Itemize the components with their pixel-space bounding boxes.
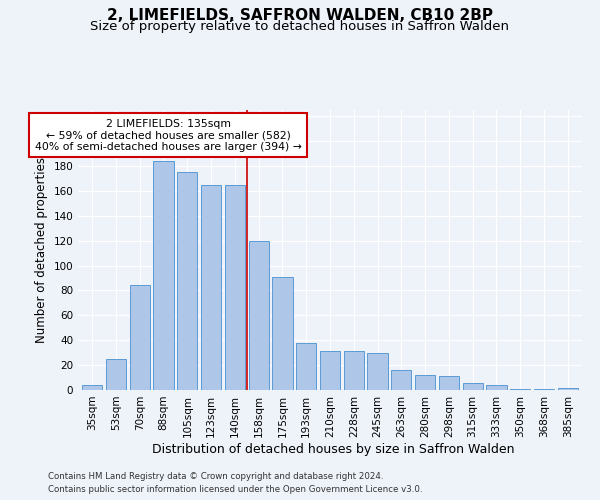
Bar — [344, 352, 364, 390]
Bar — [439, 376, 459, 390]
Text: 2, LIMEFIELDS, SAFFRON WALDEN, CB10 2BP: 2, LIMEFIELDS, SAFFRON WALDEN, CB10 2BP — [107, 8, 493, 22]
Bar — [82, 385, 103, 390]
Bar — [248, 240, 269, 390]
Bar — [367, 352, 388, 390]
Bar — [272, 277, 293, 390]
Y-axis label: Number of detached properties: Number of detached properties — [35, 157, 48, 343]
Bar — [534, 389, 554, 390]
Text: Size of property relative to detached houses in Saffron Walden: Size of property relative to detached ho… — [91, 20, 509, 33]
Bar — [557, 388, 578, 390]
Text: 2 LIMEFIELDS: 135sqm
← 59% of detached houses are smaller (582)
40% of semi-deta: 2 LIMEFIELDS: 135sqm ← 59% of detached h… — [35, 118, 302, 152]
Bar — [130, 286, 150, 390]
Bar — [415, 375, 435, 390]
Text: Contains public sector information licensed under the Open Government Licence v3: Contains public sector information licen… — [48, 485, 422, 494]
Bar — [154, 161, 173, 390]
Bar — [487, 385, 506, 390]
Bar — [106, 359, 126, 390]
Text: Contains HM Land Registry data © Crown copyright and database right 2024.: Contains HM Land Registry data © Crown c… — [48, 472, 383, 481]
Bar — [320, 352, 340, 390]
Text: Distribution of detached houses by size in Saffron Walden: Distribution of detached houses by size … — [152, 442, 514, 456]
Bar — [296, 342, 316, 390]
Bar — [177, 172, 197, 390]
Bar — [201, 184, 221, 390]
Bar — [463, 382, 483, 390]
Bar — [510, 389, 530, 390]
Bar — [391, 370, 412, 390]
Bar — [225, 184, 245, 390]
